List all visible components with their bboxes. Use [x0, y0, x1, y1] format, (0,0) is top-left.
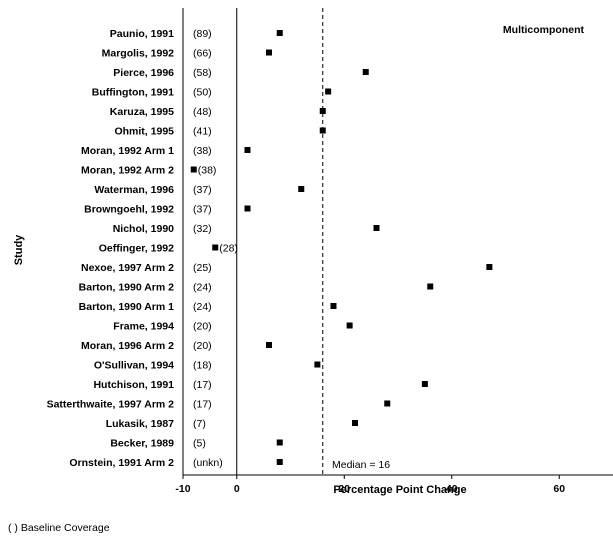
- data-point: [362, 69, 369, 75]
- coverage-label: (89): [193, 28, 212, 40]
- coverage-label: (28): [219, 243, 238, 255]
- study-label: Ohmit, 1995: [114, 126, 174, 138]
- coverage-label: (37): [193, 184, 212, 196]
- x-tick-label: -10: [175, 483, 190, 495]
- coverage-label: (24): [193, 301, 212, 313]
- study-label: Barton, 1990 Arm 2: [79, 282, 174, 294]
- study-label: Moran, 1992 Arm 1: [81, 145, 174, 157]
- study-label: Oeffinger, 1992: [99, 243, 174, 255]
- study-label: Margolis, 1992: [102, 48, 175, 60]
- x-tick-label: 0: [234, 483, 240, 495]
- coverage-label: (20): [193, 340, 212, 352]
- study-label: Nexoe, 1997 Arm 2: [81, 262, 174, 274]
- data-point: [486, 264, 493, 270]
- x-tick-label: 60: [553, 483, 565, 495]
- study-label: Satterthwaite, 1997 Arm 2: [47, 399, 175, 411]
- study-label: Paunio, 1991: [110, 28, 174, 40]
- data-point: [276, 459, 283, 465]
- data-point: [266, 342, 272, 348]
- coverage-label: (25): [193, 262, 212, 274]
- coverage-label: (20): [193, 321, 212, 333]
- data-point: [373, 225, 380, 231]
- data-point: [319, 127, 326, 134]
- study-label: Buffington, 1991: [92, 87, 174, 99]
- data-point: [298, 186, 305, 192]
- study-label: Barton, 1990 Arm 1: [79, 301, 174, 313]
- x-tick-label: 40: [446, 483, 458, 495]
- study-label: Hutchison, 1991: [93, 379, 174, 391]
- study-label: Becker, 1989: [110, 438, 174, 450]
- study-label: Lukasik, 1987: [106, 418, 174, 430]
- coverage-label: (24): [193, 282, 212, 294]
- data-point: [352, 420, 358, 426]
- y-axis-label: Study: [13, 234, 25, 265]
- study-label: O'Sullivan, 1994: [94, 360, 174, 372]
- study-label: Frame, 1994: [113, 321, 174, 333]
- data-point: [266, 49, 272, 56]
- study-label: Moran, 1992 Arm 2: [81, 165, 174, 177]
- coverage-label: (66): [193, 48, 212, 60]
- study-label: Nichol, 1990: [113, 223, 174, 235]
- data-point: [319, 108, 326, 114]
- study-label: Ornstein, 1991 Arm 2: [69, 457, 174, 469]
- coverage-label: (50): [193, 87, 212, 99]
- data-point: [276, 30, 283, 36]
- data-point: [244, 205, 251, 212]
- x-tick-label: 20: [338, 483, 350, 495]
- data-point: [384, 400, 391, 407]
- coverage-label: (48): [193, 106, 212, 118]
- coverage-label: (32): [193, 223, 212, 235]
- data-point: [330, 303, 337, 309]
- coverage-label: (41): [193, 126, 212, 138]
- coverage-label: (7): [193, 418, 206, 430]
- coverage-label: (17): [193, 379, 212, 391]
- coverage-label: (5): [193, 438, 206, 450]
- data-point: [346, 322, 353, 329]
- study-label: Browngoehl, 1992: [84, 204, 174, 216]
- median-label: Median = 16: [332, 459, 390, 471]
- data-point: [190, 166, 197, 173]
- study-label: Waterman, 1996: [94, 184, 174, 196]
- data-point: [244, 147, 251, 153]
- data-point: [314, 361, 321, 368]
- data-point: [421, 381, 428, 387]
- coverage-label: (18): [193, 360, 212, 372]
- data-point: [427, 283, 434, 290]
- data-point: [212, 244, 219, 251]
- study-label: Karuza, 1995: [110, 106, 174, 118]
- data-point: [325, 88, 332, 95]
- coverage-label: (58): [193, 67, 212, 79]
- data-point: [276, 439, 283, 446]
- coverage-label: (38): [193, 145, 212, 157]
- study-label: Moran, 1996 Arm 2: [81, 340, 174, 352]
- baseline-coverage-note: ( ) Baseline Coverage: [8, 522, 110, 534]
- coverage-label: (38): [198, 165, 217, 177]
- x-axis-label: Percentage Point Change: [333, 484, 466, 496]
- study-label: Pierce, 1996: [113, 67, 174, 79]
- coverage-label: (unkn): [193, 457, 223, 469]
- coverage-label: (37): [193, 204, 212, 216]
- chart-title: Multicomponent: [503, 24, 585, 36]
- coverage-label: (17): [193, 399, 212, 411]
